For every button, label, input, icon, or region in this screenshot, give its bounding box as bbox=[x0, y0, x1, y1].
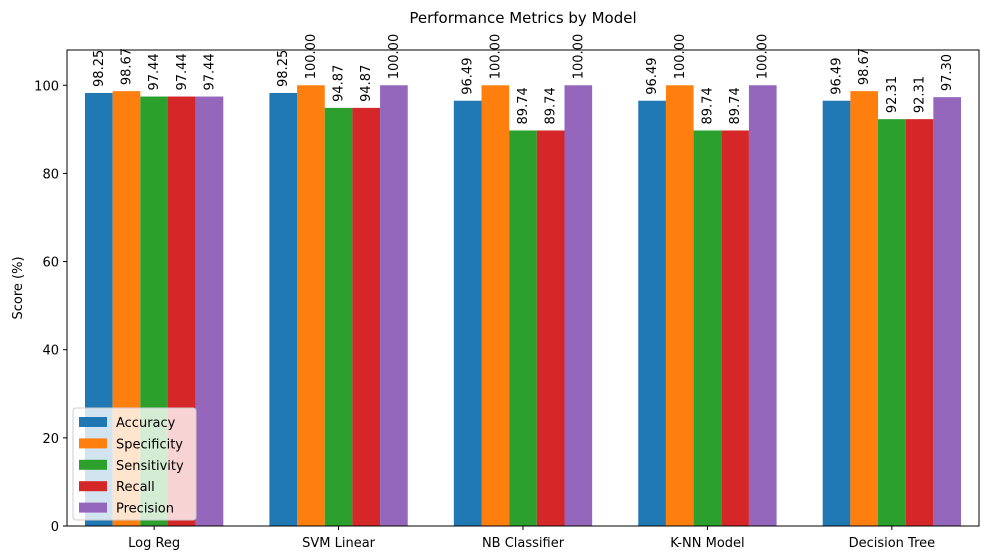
data-label-specificity-4: 100.00 bbox=[673, 34, 688, 80]
legend-label-sensitivity: Sensitivity bbox=[116, 459, 184, 474]
bar-specificity-2 bbox=[297, 85, 325, 526]
data-label-recall-4: 89.74 bbox=[728, 87, 743, 124]
bar-accuracy-3 bbox=[453, 100, 482, 527]
x-tick-label: K-NN Model bbox=[670, 536, 744, 551]
data-label-specificity-1: 98.67 bbox=[119, 48, 134, 85]
legend-label-specificity: Specificity bbox=[116, 437, 183, 452]
data-label-sensitivity-5: 92.31 bbox=[885, 76, 900, 113]
y-axis-title: Score (%) bbox=[11, 256, 26, 319]
legend-swatch-precision bbox=[79, 502, 107, 513]
bar-recall-5 bbox=[905, 119, 934, 526]
legend-label-recall: Recall bbox=[116, 480, 155, 495]
data-label-sensitivity-3: 89.74 bbox=[516, 87, 531, 124]
data-labels-layer: 98.25 98.25 96.49 96.49 96.49 98.67 100.00 100.… bbox=[92, 34, 955, 125]
bar-specificity-5 bbox=[850, 91, 879, 527]
data-label-specificity-3: 100.00 bbox=[488, 34, 503, 80]
legend-swatch-specificity bbox=[79, 438, 107, 449]
data-label-sensitivity-2: 94.87 bbox=[332, 65, 347, 102]
bar-accuracy-4 bbox=[638, 100, 666, 527]
data-label-specificity-2: 100.00 bbox=[304, 34, 319, 80]
bar-precision-5 bbox=[933, 97, 962, 527]
legend-label-precision: Precision bbox=[116, 502, 174, 517]
data-label-precision-1: 97.44 bbox=[202, 53, 217, 90]
y-tick-label: 80 bbox=[42, 167, 59, 182]
bar-sensitivity-2 bbox=[324, 107, 353, 526]
data-label-accuracy-5: 96.49 bbox=[830, 58, 845, 95]
data-label-accuracy-4: 96.49 bbox=[645, 58, 660, 95]
data-label-precision-3: 100.00 bbox=[571, 34, 586, 80]
bar-precision-3 bbox=[564, 85, 593, 526]
bar-specificity-3 bbox=[481, 85, 510, 526]
bar-recall-3 bbox=[536, 130, 565, 527]
y-tick-label: 60 bbox=[42, 256, 59, 271]
chart-title: Performance Metrics by Model bbox=[409, 9, 636, 27]
data-label-recall-2: 94.87 bbox=[359, 65, 374, 102]
x-tick-label: Decision Tree bbox=[849, 536, 936, 551]
data-label-accuracy-3: 96.49 bbox=[461, 58, 476, 95]
x-tick-label: NB Classifier bbox=[482, 536, 565, 551]
legend-swatch-accuracy bbox=[79, 417, 107, 427]
legend-swatch-sensitivity bbox=[79, 459, 107, 470]
bar-recall-4 bbox=[721, 130, 749, 527]
y-tick-label: 20 bbox=[42, 432, 59, 447]
data-label-recall-5: 92.31 bbox=[913, 76, 928, 113]
data-label-accuracy-2: 98.25 bbox=[276, 50, 291, 87]
legend-swatch-recall bbox=[79, 481, 107, 492]
bars-layer bbox=[84, 85, 962, 527]
bar-specificity-4 bbox=[665, 85, 694, 526]
bar-precision-4 bbox=[748, 85, 777, 526]
data-label-specificity-5: 98.67 bbox=[857, 48, 872, 85]
bar-recall-2 bbox=[352, 107, 381, 526]
bar-sensitivity-4 bbox=[693, 130, 722, 527]
x-tick-label: Log Reg bbox=[128, 536, 180, 551]
data-label-accuracy-1: 98.25 bbox=[92, 50, 107, 87]
bar-sensitivity-3 bbox=[509, 130, 537, 527]
bar-precision-2 bbox=[380, 85, 408, 526]
data-label-sensitivity-1: 97.44 bbox=[147, 53, 162, 90]
data-label-recall-3: 89.74 bbox=[544, 87, 559, 124]
legend-box bbox=[72, 407, 197, 521]
x-tick-label: SVM Linear bbox=[302, 536, 376, 551]
data-label-precision-4: 100.00 bbox=[756, 34, 771, 80]
data-label-recall-1: 97.44 bbox=[175, 53, 190, 90]
bar-sensitivity-5 bbox=[878, 119, 906, 526]
y-tick-label: 40 bbox=[42, 344, 59, 359]
bar-accuracy-2 bbox=[269, 92, 298, 526]
data-label-precision-5: 97.30 bbox=[940, 54, 955, 91]
legend: Accuracy Specificity Sensitivity Recall Prec… bbox=[72, 407, 197, 521]
legend-label-accuracy: Accuracy bbox=[116, 416, 176, 431]
y-tick-label: 0 bbox=[51, 520, 59, 535]
bar-accuracy-5 bbox=[822, 100, 851, 527]
data-label-precision-2: 100.00 bbox=[387, 34, 402, 80]
y-tick-label: 100 bbox=[34, 79, 59, 94]
bar-precision-1 bbox=[195, 96, 224, 526]
data-label-sensitivity-4: 89.74 bbox=[700, 87, 715, 124]
axes-layer: 0 20 40 60 80 100 Log Reg SVM Linear NB Classifi… bbox=[34, 49, 980, 551]
